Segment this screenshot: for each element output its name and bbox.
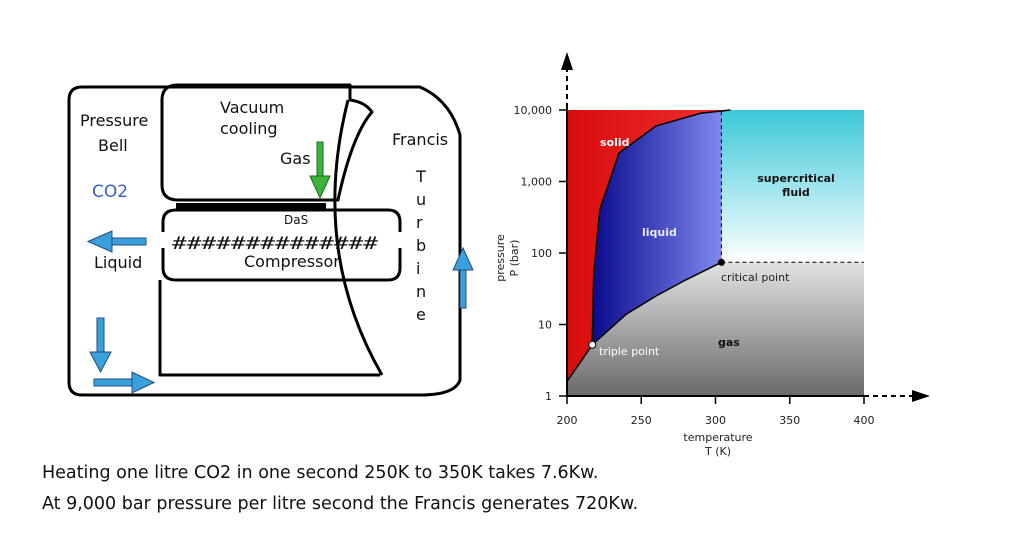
liquid-return-path: [158, 280, 380, 377]
y-tick-label: 1: [545, 390, 552, 403]
vaporization-curve: [566, 261, 722, 382]
gas-label: gas: [718, 336, 740, 349]
gas-region: [567, 262, 864, 396]
compressor-label: Compressor: [244, 252, 340, 271]
turbine-letter: T: [415, 167, 426, 186]
liquid-region: [592, 110, 722, 345]
y-tick-label: 10,000: [514, 104, 553, 117]
solid-label: solid: [600, 136, 630, 149]
critical-point-marker: [717, 258, 725, 266]
das-bar: [176, 203, 326, 210]
vacuum-cooling-label-1: Vacuum: [220, 98, 284, 117]
green-down-arrow-icon: [309, 141, 331, 200]
x-axis-title-2: T (K): [704, 445, 731, 458]
pressure-bell-label-1: Pressure: [80, 111, 148, 130]
vacuum-cooling-chamber: [160, 83, 374, 202]
y-axis-title-1: pressure: [494, 234, 507, 282]
x-axis-title-1: temperature: [683, 431, 752, 444]
x-tick-label: 200: [557, 414, 578, 427]
phase-diagram: 200 250 300 350 400 1 10 100 1,000 10,000 solid li…: [494, 52, 930, 458]
francis-label: Francis: [392, 130, 448, 149]
gas-label: Gas: [280, 149, 311, 168]
turbine-letter: b: [416, 236, 426, 255]
supercritical-region: [721, 110, 864, 263]
turbine-letter: r: [416, 213, 423, 232]
compressor-chamber: [161, 208, 402, 282]
turbine-letter: u: [416, 190, 426, 209]
x-tick-label: 350: [779, 414, 800, 427]
outlet-slot: [145, 232, 408, 248]
das-label: DaS: [284, 213, 308, 227]
co2-label: CO2: [92, 182, 128, 202]
y-tick-label: 10: [538, 319, 552, 332]
caption-line-1: Heating one litre CO2 in one second 250K…: [42, 463, 599, 483]
x-tick-label: 250: [631, 414, 652, 427]
francis-turbine-arc: [333, 99, 384, 376]
pressure-bell-outline: [67, 85, 462, 397]
down-arrow-icon: [89, 317, 112, 374]
supercritical-label-1: supercritical: [757, 172, 835, 185]
turbine-letter: e: [416, 305, 426, 324]
liquid-label: Liquid: [94, 253, 142, 272]
x-axis-arrow-icon: [912, 390, 930, 402]
compressor-hashes: ##############: [172, 234, 379, 254]
y-tick-label: 1,000: [521, 176, 553, 189]
left-arrow-icon: [86, 230, 147, 253]
x-tick-label: 300: [705, 414, 726, 427]
caption-line-2: At 9,000 bar pressure per litre second t…: [42, 494, 639, 514]
supercritical-label-2: fluid: [782, 186, 810, 199]
y-axis-title-2: P (bar): [508, 240, 521, 277]
x-tick-label: 400: [854, 414, 875, 427]
liquid-label: liquid: [642, 226, 677, 239]
y-axis-arrow-icon: [561, 52, 573, 70]
melting-curve: [591, 109, 731, 345]
triple-point-marker: [588, 340, 597, 349]
solid-region: [567, 110, 731, 382]
right-arrow-icon: [93, 371, 156, 394]
turbine-letter: n: [416, 282, 426, 301]
critical-point-label: critical point: [721, 271, 790, 284]
up-arrow-icon: [452, 246, 474, 309]
triple-point-label: triple point: [599, 345, 660, 358]
turbine-letter: i: [416, 259, 420, 278]
machine-schematic: [67, 83, 462, 397]
y-tick-label: 100: [531, 247, 552, 260]
pressure-bell-label-2: Bell: [98, 136, 128, 155]
vacuum-cooling-label-2: cooling: [220, 119, 278, 138]
